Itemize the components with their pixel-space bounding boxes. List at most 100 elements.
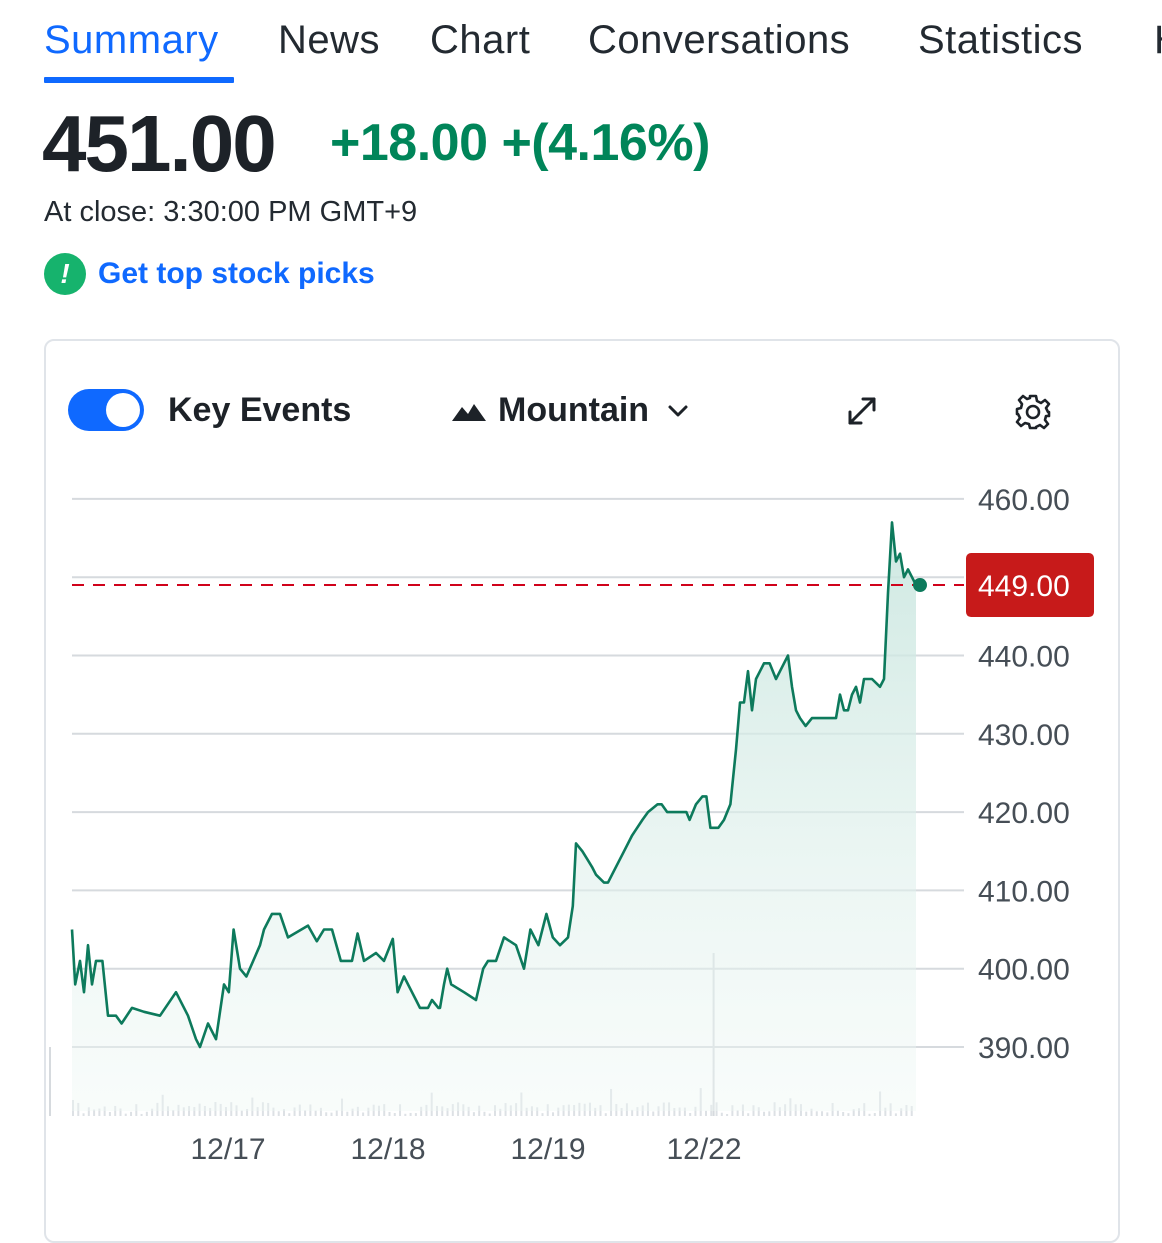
tab-summary[interactable]: Summary bbox=[44, 18, 219, 62]
exclamation-badge-icon: ! bbox=[44, 253, 86, 295]
volume-bar bbox=[304, 1110, 307, 1116]
mountain-icon bbox=[452, 403, 486, 421]
volume-bar bbox=[541, 1113, 544, 1116]
x-tick-label: 12/18 bbox=[350, 1133, 425, 1166]
volume-bar bbox=[277, 1111, 280, 1116]
volume-bar bbox=[472, 1112, 475, 1116]
volume-bar bbox=[367, 1107, 370, 1116]
tab-conversations[interactable]: Conversations bbox=[588, 18, 851, 62]
chart-type-select[interactable]: Mountain bbox=[452, 391, 689, 430]
volume-bar bbox=[119, 1108, 122, 1116]
volume-bar bbox=[694, 1106, 697, 1116]
volume-bar bbox=[188, 1106, 191, 1116]
expand-arrows-icon[interactable] bbox=[844, 393, 880, 429]
y-tick-label: 430.00 bbox=[978, 719, 1070, 752]
volume-bar bbox=[346, 1111, 349, 1116]
volume-bar bbox=[499, 1108, 502, 1116]
market-close-time: At close: 3:30:00 PM GMT+9 bbox=[44, 196, 418, 228]
y-tick-label: 400.00 bbox=[978, 954, 1070, 987]
volume-bar bbox=[288, 1113, 291, 1116]
volume-bar bbox=[557, 1107, 560, 1116]
tab-statistics[interactable]: Statistics bbox=[918, 18, 1084, 62]
volume-bar bbox=[747, 1113, 750, 1116]
volume-bar bbox=[414, 1113, 417, 1116]
volume-bar bbox=[857, 1108, 860, 1116]
volume-bar bbox=[810, 1108, 813, 1116]
volume-bar bbox=[335, 1110, 338, 1116]
volume-bar bbox=[836, 1110, 839, 1116]
volume-bar bbox=[657, 1106, 660, 1116]
volume-bar bbox=[778, 1107, 781, 1116]
current-price: 451.00 bbox=[42, 99, 277, 188]
gear-icon[interactable] bbox=[1014, 393, 1052, 431]
key-events-toggle[interactable] bbox=[68, 389, 144, 431]
volume-bar bbox=[842, 1112, 845, 1116]
volume-bar bbox=[151, 1108, 154, 1116]
volume-bar bbox=[821, 1111, 824, 1116]
volume-bar bbox=[140, 1113, 143, 1116]
volume-bar bbox=[726, 1113, 729, 1116]
volume-bar bbox=[256, 1107, 259, 1116]
volume-bar bbox=[604, 1113, 607, 1116]
reference-price-label: 449.00 bbox=[978, 570, 1070, 603]
tab-chart[interactable]: Chart bbox=[430, 18, 531, 62]
volume-bar bbox=[330, 1112, 333, 1116]
volume-bar bbox=[87, 1107, 90, 1116]
volume-bar bbox=[393, 1113, 396, 1116]
volume-bar bbox=[720, 1112, 723, 1116]
volume-bar bbox=[620, 1108, 623, 1116]
volume-bar bbox=[145, 1111, 148, 1116]
volume-bar bbox=[182, 1107, 185, 1116]
volume-bar bbox=[467, 1106, 470, 1116]
volume-bar bbox=[900, 1108, 903, 1116]
volume-bar bbox=[404, 1113, 407, 1116]
volume-bar bbox=[224, 1107, 227, 1116]
toggle-knob bbox=[106, 393, 140, 427]
x-tick-label: 12/19 bbox=[510, 1133, 585, 1166]
volume-bar bbox=[82, 1113, 85, 1116]
volume-bar bbox=[246, 1108, 249, 1116]
volume-bar bbox=[525, 1107, 528, 1116]
volume-bar bbox=[409, 1112, 412, 1116]
tab-news[interactable]: News bbox=[278, 18, 381, 62]
volume-bar bbox=[652, 1111, 655, 1116]
volume-bar bbox=[420, 1106, 423, 1116]
y-tick-label: 440.00 bbox=[978, 641, 1070, 674]
volume-bar bbox=[166, 1106, 169, 1116]
volume-bar bbox=[103, 1106, 106, 1116]
reference-price-badge bbox=[966, 553, 1094, 618]
volume-bar bbox=[272, 1107, 275, 1116]
volume-bar bbox=[98, 1108, 101, 1116]
chart-card: Key Events Mountain 460.00 440.00 430.00 42… bbox=[44, 339, 1120, 1243]
y-tick-label: 410.00 bbox=[978, 875, 1070, 908]
volume-bar bbox=[314, 1110, 317, 1116]
volume-bar bbox=[705, 1110, 707, 1116]
volume-bar bbox=[293, 1107, 296, 1116]
price-line bbox=[70, 521, 918, 1049]
volume-bar bbox=[805, 1111, 808, 1116]
tab-next-partial[interactable]: H bbox=[1154, 18, 1162, 63]
volume-bar bbox=[325, 1112, 328, 1116]
volume-bar bbox=[689, 1112, 692, 1116]
volume-bar bbox=[894, 1113, 897, 1116]
x-tick-label: 12/17 bbox=[190, 1133, 265, 1166]
top-stock-picks-link[interactable]: ! Get top stock picks bbox=[44, 252, 375, 296]
volume-bar bbox=[351, 1108, 354, 1116]
volume-bar bbox=[530, 1106, 533, 1116]
y-tick-label: 420.00 bbox=[978, 797, 1070, 830]
volume-bar bbox=[209, 1107, 212, 1116]
y-tick-label: 390.00 bbox=[978, 1032, 1070, 1065]
y-tick-label: 460.00 bbox=[978, 484, 1070, 517]
volume-bar bbox=[636, 1107, 639, 1116]
volume-bar bbox=[193, 1107, 196, 1116]
volume-bar bbox=[283, 1109, 285, 1116]
price-chart[interactable]: 460.00 440.00 430.00 420.00 410.00 400.00 390.… bbox=[46, 341, 1118, 1241]
volume-bar bbox=[868, 1113, 871, 1116]
volume-bar bbox=[441, 1106, 444, 1116]
volume-bar bbox=[631, 1109, 634, 1116]
volume-bar bbox=[852, 1109, 855, 1116]
volume-bar bbox=[93, 1109, 96, 1116]
top-stock-picks-label: Get top stock picks bbox=[98, 257, 375, 290]
volume-bar bbox=[736, 1110, 739, 1116]
volume-bar bbox=[172, 1110, 175, 1116]
